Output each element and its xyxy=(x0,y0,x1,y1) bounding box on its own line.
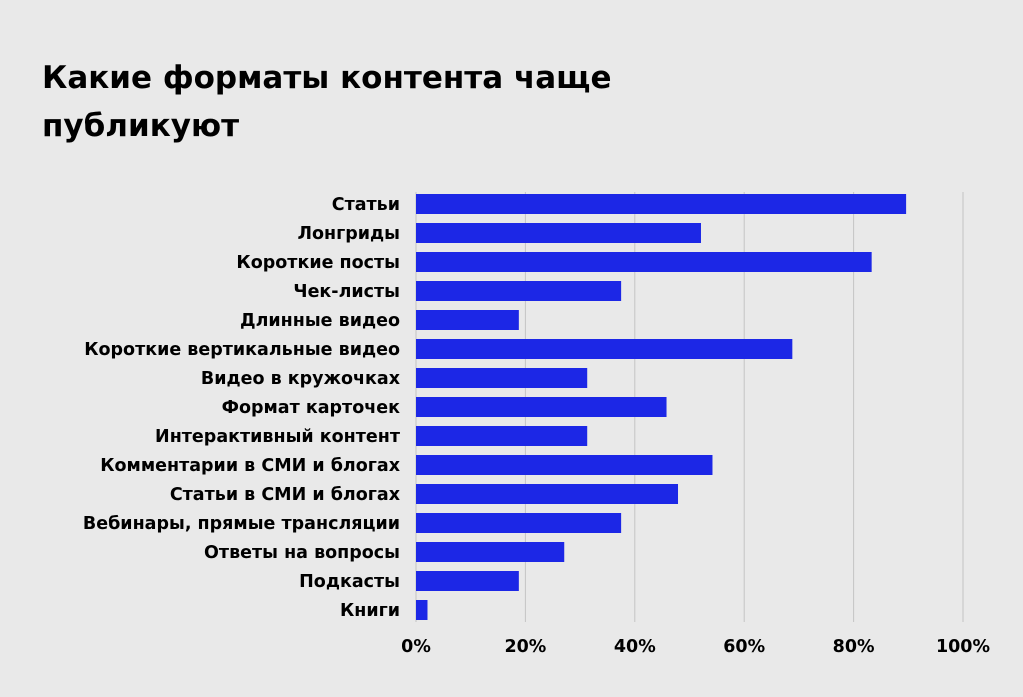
bar xyxy=(416,223,701,243)
x-tick-label: 20% xyxy=(504,637,546,657)
x-tick-label: 0% xyxy=(401,637,431,657)
x-tick-label: 100% xyxy=(936,637,990,657)
category-label: Книги xyxy=(340,601,400,621)
category-labels: Статьи Лонгриды Короткие посты Чек-листы Дли… xyxy=(83,195,401,621)
bar xyxy=(416,194,907,214)
x-tick-label: 60% xyxy=(723,637,765,657)
category-label: Длинные видео xyxy=(240,311,400,331)
category-label: Формат карточек xyxy=(222,398,401,418)
category-label: Интерактивный контент xyxy=(155,427,401,447)
bar xyxy=(416,571,519,591)
category-label: Короткие посты xyxy=(236,253,400,273)
bar xyxy=(416,310,519,330)
bar xyxy=(416,600,428,620)
bar xyxy=(416,542,565,562)
category-label: Статьи xyxy=(332,195,400,215)
bar xyxy=(416,426,588,446)
category-label: Вебинары, прямые трансляции xyxy=(83,514,400,534)
category-label: Лонгриды xyxy=(297,224,400,244)
bar xyxy=(416,484,679,504)
category-label: Короткие вертикальные видео xyxy=(84,340,400,360)
category-label: Ответы на вопросы xyxy=(204,543,400,563)
category-label: Комментарии в СМИ и блогах xyxy=(100,456,401,476)
category-label: Видео в кружочках xyxy=(201,369,401,389)
category-label: Чек-листы xyxy=(293,282,400,302)
bar xyxy=(416,339,793,359)
bar xyxy=(416,252,872,272)
bars xyxy=(416,194,907,620)
x-tick-label: 40% xyxy=(614,637,656,657)
bar xyxy=(416,455,713,475)
chart-title: Какие форматы контента чаще публикуют xyxy=(42,60,612,144)
category-label: Статьи в СМИ и блогах xyxy=(170,485,401,505)
bar xyxy=(416,397,667,417)
bar xyxy=(416,281,622,301)
category-label: Подкасты xyxy=(299,572,400,592)
bar xyxy=(416,513,622,533)
x-tick-label: 80% xyxy=(833,637,875,657)
x-axis-tick-labels: 0% 20% 40% 60% 80% 100% xyxy=(401,637,990,657)
bar xyxy=(416,368,588,388)
